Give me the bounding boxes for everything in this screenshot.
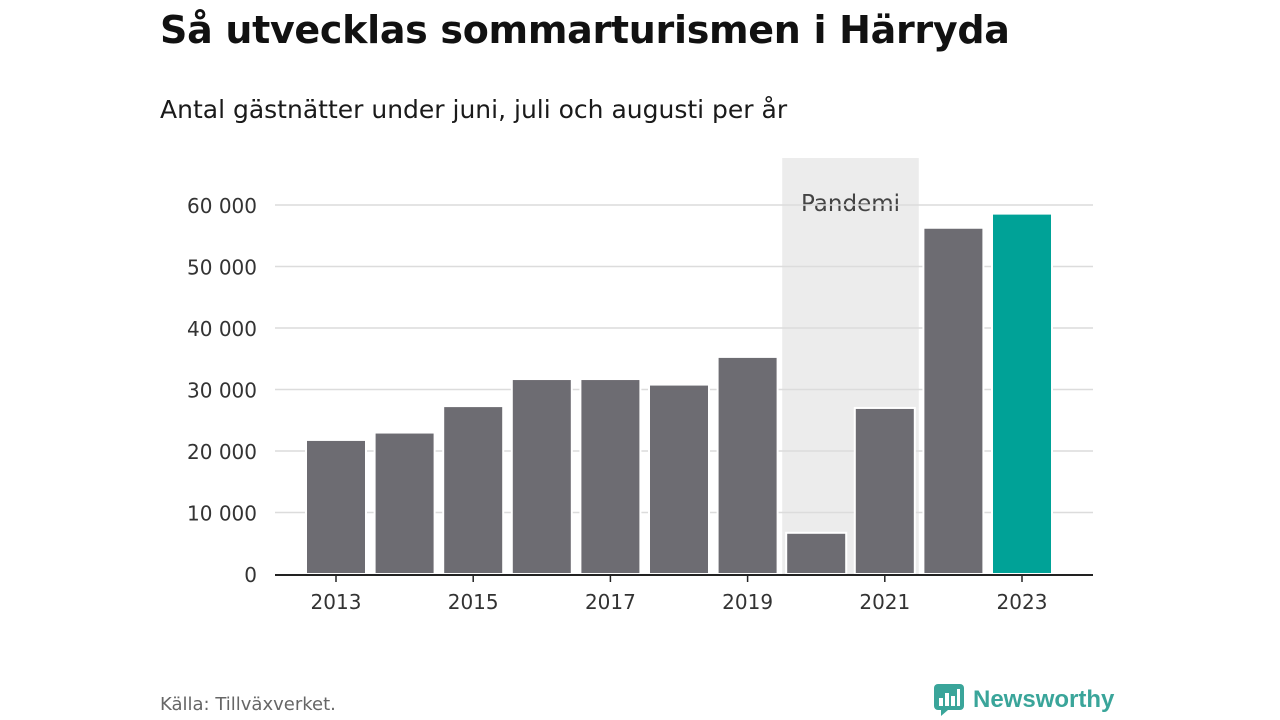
y-tick-label: 50 000 (187, 256, 257, 280)
bar-2021 (853, 406, 916, 576)
bar-2019 (716, 355, 779, 575)
bar-2022 (922, 226, 985, 575)
bar-2013 (305, 438, 367, 575)
bar-2020 (785, 531, 848, 575)
y-tick-label: 30 000 (187, 379, 257, 403)
bar-2017 (579, 378, 642, 576)
bar-chart: Pandemi 0 10 000 20 000 30 000 40 000 50 000 6… (187, 158, 1093, 614)
x-tick-label: 2015 (448, 590, 499, 614)
y-tick-label: 40 000 (187, 317, 257, 341)
y-tick-label: 20 000 (187, 440, 257, 464)
bar-2014 (373, 431, 436, 575)
brand-name: Newsworthy (973, 686, 1115, 713)
chart-subtitle: Antal gästnätter under juni, juli och au… (160, 95, 788, 124)
y-tick-label: 60 000 (187, 194, 257, 218)
y-tick-label: 0 (244, 563, 257, 587)
x-tick-label: 2021 (859, 590, 910, 614)
x-tick-label: 2013 (311, 590, 362, 614)
pandemic-label: Pandemi (801, 191, 900, 217)
y-tick-label: 10 000 (187, 502, 257, 526)
bar-2015 (442, 405, 505, 576)
brand-logo: Newsworthy (933, 683, 1114, 717)
bar-2018 (648, 383, 710, 575)
x-tick-label: 2019 (722, 590, 773, 614)
source-note: Källa: Tillväxverket. (160, 694, 336, 715)
x-tick-label: 2017 (585, 590, 636, 614)
chart-title: Så utvecklas sommarturismen i Härryda (160, 8, 1010, 52)
x-tick-label: 2023 (997, 590, 1048, 614)
bar-2016 (510, 378, 573, 576)
newsworthy-logo-icon (934, 684, 964, 716)
bar-2023 (991, 212, 1053, 576)
